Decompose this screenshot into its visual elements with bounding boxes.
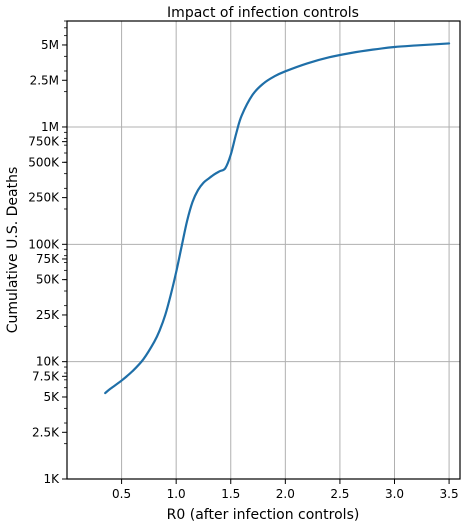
y-tick-label: 500K	[28, 155, 60, 169]
y-tick-label: 2.5K	[32, 425, 60, 439]
y-tick-label: 50K	[36, 273, 60, 287]
x-axis-label: R0 (after infection controls)	[167, 507, 360, 523]
series-line	[104, 42, 451, 395]
y-tick-label: 1M	[41, 120, 59, 134]
y-tick-label: 1K	[43, 472, 60, 486]
x-tick-label: 3.0	[385, 487, 404, 501]
y-tick-label: 5K	[43, 390, 60, 404]
y-tick-label: 750K	[28, 135, 60, 149]
y-tick-label: 2.5M	[30, 73, 59, 87]
x-tick-label: 3.5	[440, 487, 459, 501]
chart-title: Impact of infection controls	[167, 5, 359, 21]
y-tick-label: 75K	[36, 252, 60, 266]
y-axis-label: Cumulative U.S. Deaths	[5, 167, 21, 333]
y-tick-label: 25K	[36, 308, 60, 322]
x-tick-label: 2.5	[330, 487, 349, 501]
x-axis: 0.5 1.0 1.5 2.0 2.5 3.0 3.5	[112, 479, 459, 501]
y-tick-label: 250K	[28, 191, 60, 205]
y-tick-label: 5M	[41, 38, 59, 52]
series-layer	[104, 42, 451, 395]
x-tick-label: 1.0	[167, 487, 186, 501]
grid	[67, 21, 460, 480]
x-tick-label: 1.5	[221, 487, 240, 501]
x-tick-label: 0.5	[112, 487, 131, 501]
y-tick-label: 10K	[36, 355, 60, 369]
y-tick-label: 7.5K	[32, 369, 60, 383]
x-tick-label: 2.0	[276, 487, 295, 501]
y-tick-label: 100K	[28, 237, 60, 251]
